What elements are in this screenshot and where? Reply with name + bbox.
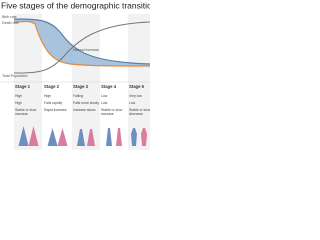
birth-rate-label: Birth rate: [2, 15, 17, 19]
stage-name: Stage 5: [129, 84, 145, 89]
pyramid-female: [28, 126, 39, 146]
growth: Rapid increase: [44, 108, 67, 112]
pyramid-male: [18, 126, 29, 146]
pyramid-male: [47, 128, 58, 146]
birth-rate: Very low: [129, 94, 142, 98]
birth-rate: Falling: [73, 94, 83, 98]
growth: Increase slows: [73, 108, 96, 112]
death-rate: Low: [101, 101, 108, 105]
stage-name: Stage 1: [15, 84, 31, 89]
infographic: Five stages of the demographic transitio…: [0, 0, 150, 150]
natural-increase-label: Natural increase: [73, 48, 99, 52]
death-rate: High: [15, 101, 22, 105]
birth-rate: Low: [101, 94, 108, 98]
population-curve: [13, 21, 150, 74]
death-rate: Low: [129, 101, 136, 105]
title: Five stages of the demographic transitio…: [1, 0, 150, 10]
stage-name: Stage 2: [44, 84, 60, 89]
pyramid-male: [131, 128, 137, 146]
pyramid-female: [87, 129, 95, 146]
death-rate: Falls more slowly: [73, 101, 99, 105]
death-rate-curve: [13, 20, 150, 67]
pyramid-male: [106, 128, 112, 146]
growth: Stable or slow increase: [15, 108, 37, 116]
pyramid-female: [116, 128, 122, 146]
stage-name: Stage 4: [101, 84, 117, 89]
pyramid-female: [141, 128, 147, 146]
birth-rate: High: [44, 94, 51, 98]
growth: Stable or slow increase: [101, 108, 123, 116]
stage-name: Stage 3: [73, 84, 89, 89]
natural-increase-area: [14, 19, 150, 66]
death-rate-label: Death rate: [2, 21, 19, 25]
pyramid-male: [77, 129, 85, 146]
growth: Stable or slow decrease: [129, 108, 150, 116]
birth-rate-curve: [13, 18, 150, 65]
death-rate: Falls rapidly: [44, 101, 62, 105]
birth-rate: High: [15, 94, 22, 98]
stage-table: Stage 1 High High Stable or slow increase Sta…: [15, 84, 150, 146]
population-label: Total Population: [2, 74, 28, 78]
pyramid-female: [57, 128, 68, 146]
